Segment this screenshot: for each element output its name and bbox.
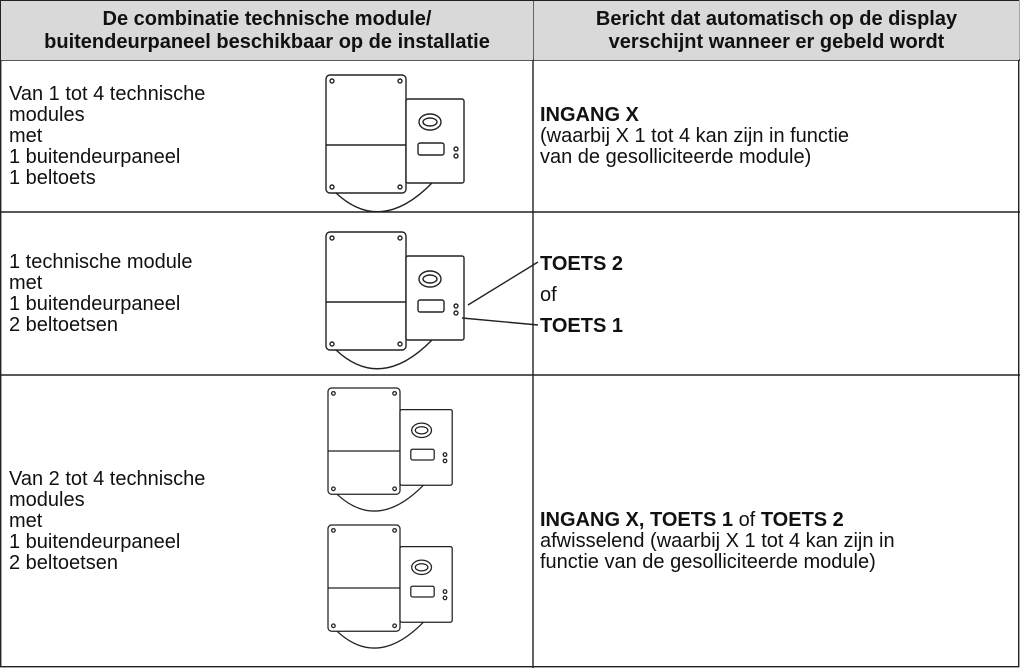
text-line: INGANG X, TOETS 1 of TOETS 2 [540,510,1020,531]
text-line: van de gesolliciteerde module) [540,145,1020,168]
cell: Van 1 tot 4 technische modules met 1 buiten… [0,60,320,212]
bold-text: TOETS 2 [540,253,623,275]
text: modules [9,103,85,126]
text-line: 1 beltoets [9,166,320,189]
text-line: INGANG X [540,103,1020,126]
text: of [738,509,756,531]
text: van de gesolliciteerde module) [540,145,812,168]
text: verschijnt wanneer er gebeld wordt [608,30,945,53]
text-line: 1 buitendeurpaneel [9,292,320,315]
bold-text: INGANG X, TOETS 1 [540,509,733,531]
text: 2 beltoetsen [9,313,118,336]
header-cell: De combinatie technische module/buitende… [1,1,533,60]
text: met [9,124,43,147]
text-line: buitendeurpaneel beschikbaar op de insta… [44,31,490,54]
text-line: verschijnt wanneer er gebeld wordt [609,31,945,54]
cell: INGANG X, TOETS 1 of TOETS 2 afwisselend … [534,375,1020,668]
text-line: TOETS 1 [540,311,1020,342]
text-line: functie van de gesolliciteerde module) [540,552,1020,573]
text-line: 1 technische module [9,250,320,273]
text: met [9,510,43,532]
text: 1 technische module [9,250,193,273]
text: afwisselend (waarbij X 1 tot 4 kan zijn … [540,530,895,552]
text-line: afwisselend (waarbij X 1 tot 4 kan zijn … [540,531,1020,552]
text-line: of [540,280,1020,311]
cell: INGANG X (waarbij X 1 tot 4 kan zijn in f… [534,60,1020,212]
text-line: Van 1 tot 4 technische [9,82,320,105]
text-line: met [9,124,320,147]
text: functie van de gesolliciteerde module) [540,551,876,573]
text-line: 2 beltoetsen [9,313,320,336]
cell: Van 2 tot 4 technische modules met 1 buiten… [0,375,320,668]
text: 1 buitendeurpaneel [9,292,181,315]
text: Bericht dat automatisch op de display [595,7,958,30]
text: Van 1 tot 4 technische [9,82,206,105]
text: 1 buitendeurpaneel [9,145,181,168]
text: buitendeurpaneel beschikbaar op de insta… [44,30,490,53]
text-line: 2 beltoetsen [9,553,320,574]
text-line: modules [9,490,320,511]
text-line: met [9,511,320,532]
text: De combinatie technische module/ [102,7,432,30]
text: 1 buitendeurpaneel [9,531,181,553]
text: 1 beltoets [9,166,96,189]
text-line: Van 2 tot 4 technische [9,469,320,490]
text-line: De combinatie technische module/ [103,8,432,31]
text-line: met [9,271,320,294]
text-line: 1 buitendeurpaneel [9,532,320,553]
text: met [9,271,43,294]
text: 2 beltoetsen [9,552,118,574]
text-line: Bericht dat automatisch op de display [596,8,957,31]
cell: 1 technische module met 1 buitendeurpaneel… [0,212,320,375]
bold-text: TOETS 1 [540,315,623,337]
text-line: (waarbij X 1 tot 4 kan zijn in functie [540,124,1020,147]
text: (waarbij X 1 tot 4 kan zijn in functie [540,124,850,147]
text: Van 2 tot 4 technische [9,468,206,490]
cell: TOETS 2 of TOETS 1 [534,212,1020,375]
text-line: modules [9,103,320,126]
bold-text: INGANG X [540,103,639,126]
text: of [540,284,557,306]
text-line: 1 buitendeurpaneel [9,145,320,168]
text: modules [9,489,85,511]
text-line: TOETS 2 [540,249,1020,280]
header-cell: Bericht dat automatisch op de display ver… [534,1,1019,60]
bold-text: TOETS 2 [760,509,844,531]
